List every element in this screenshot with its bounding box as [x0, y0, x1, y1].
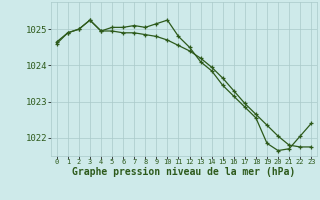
X-axis label: Graphe pression niveau de la mer (hPa): Graphe pression niveau de la mer (hPa) [72, 167, 296, 177]
